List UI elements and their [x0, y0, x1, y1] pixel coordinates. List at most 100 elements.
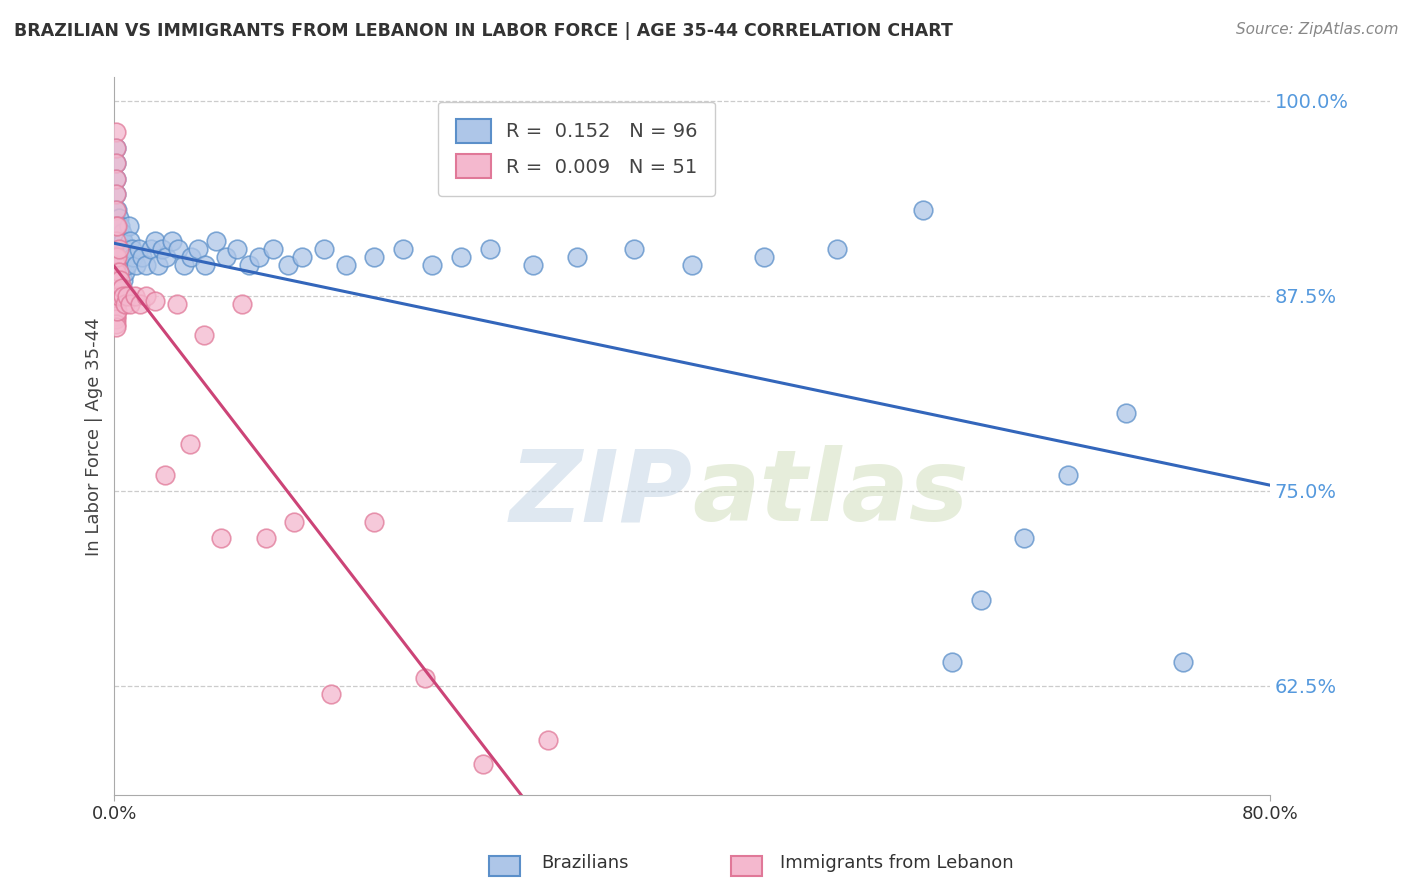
Point — [108, 219, 131, 233]
Text: Brazilians: Brazilians — [541, 855, 628, 872]
Text: Immigrants from Lebanon: Immigrants from Lebanon — [780, 855, 1014, 872]
Point — [247, 250, 270, 264]
Point — [107, 289, 129, 303]
Point — [108, 273, 131, 287]
Point — [104, 304, 127, 318]
Point — [107, 211, 129, 225]
Point — [104, 187, 127, 202]
Point — [104, 234, 127, 248]
Point — [121, 242, 143, 256]
Point — [124, 289, 146, 303]
Point — [155, 250, 177, 264]
Point — [1173, 656, 1195, 670]
Point — [111, 227, 134, 241]
Point — [104, 296, 127, 310]
Point — [231, 296, 253, 310]
Text: BRAZILIAN VS IMMIGRANTS FROM LEBANON IN LABOR FORCE | AGE 35-44 CORRELATION CHAR: BRAZILIAN VS IMMIGRANTS FROM LEBANON IN … — [14, 22, 953, 40]
Point — [112, 289, 135, 303]
Point — [104, 284, 127, 298]
Point — [112, 234, 135, 248]
Point — [153, 468, 176, 483]
Point — [204, 234, 226, 248]
Point — [107, 227, 129, 241]
Point — [291, 250, 314, 264]
Point — [392, 242, 415, 256]
Point — [107, 273, 129, 287]
Point — [226, 242, 249, 256]
Point — [104, 171, 127, 186]
Point — [118, 219, 141, 233]
Point — [104, 187, 127, 202]
Point — [471, 756, 494, 771]
Point — [238, 258, 260, 272]
Legend: R =  0.152   N = 96, R =  0.009   N = 51: R = 0.152 N = 96, R = 0.009 N = 51 — [439, 102, 716, 195]
Point — [105, 219, 128, 233]
Point — [283, 515, 305, 529]
Point — [105, 234, 128, 248]
Point — [105, 289, 128, 303]
Point — [135, 289, 157, 303]
Point — [104, 296, 127, 310]
Point — [105, 289, 128, 303]
Point — [104, 277, 127, 292]
Point — [117, 258, 139, 272]
Point — [104, 125, 127, 139]
Point — [111, 242, 134, 256]
Point — [214, 250, 236, 264]
Point — [754, 250, 776, 264]
Point — [111, 281, 134, 295]
Point — [108, 250, 131, 264]
Point — [150, 242, 173, 256]
Point — [105, 219, 128, 233]
Point — [117, 289, 139, 303]
Point — [104, 202, 127, 217]
Point — [108, 273, 131, 287]
Point — [128, 242, 150, 256]
Point — [105, 304, 128, 318]
Point — [450, 250, 472, 264]
Point — [180, 250, 202, 264]
Text: Source: ZipAtlas.com: Source: ZipAtlas.com — [1236, 22, 1399, 37]
Point — [623, 242, 645, 256]
Point — [122, 250, 145, 264]
Point — [363, 515, 385, 529]
Point — [115, 250, 138, 264]
Point — [335, 258, 357, 272]
Point — [970, 593, 993, 607]
Point — [104, 234, 127, 248]
Point — [363, 250, 385, 264]
Point — [105, 281, 128, 295]
Point — [104, 287, 127, 301]
Point — [104, 171, 127, 186]
Point — [114, 265, 136, 279]
Point — [277, 258, 299, 272]
Point — [193, 327, 215, 342]
Text: ZIP: ZIP — [509, 445, 692, 542]
Point — [104, 292, 127, 306]
Point — [104, 309, 127, 323]
Point — [125, 258, 148, 272]
Point — [104, 317, 127, 331]
Point — [104, 202, 127, 217]
Point — [1056, 468, 1078, 483]
Point — [129, 296, 152, 310]
Point — [173, 258, 195, 272]
Point — [104, 258, 127, 272]
Point — [160, 234, 183, 248]
Point — [105, 273, 128, 287]
Point — [262, 242, 284, 256]
Point — [111, 258, 134, 272]
Point — [107, 289, 129, 303]
Point — [107, 258, 129, 272]
Point — [1115, 406, 1137, 420]
Point — [478, 242, 501, 256]
Point — [104, 300, 127, 314]
Point — [1014, 531, 1036, 545]
Point — [941, 656, 963, 670]
Point — [105, 250, 128, 264]
Point — [104, 219, 127, 233]
Point — [105, 265, 128, 279]
Point — [104, 273, 127, 287]
Point — [522, 258, 544, 272]
Point — [107, 242, 129, 256]
